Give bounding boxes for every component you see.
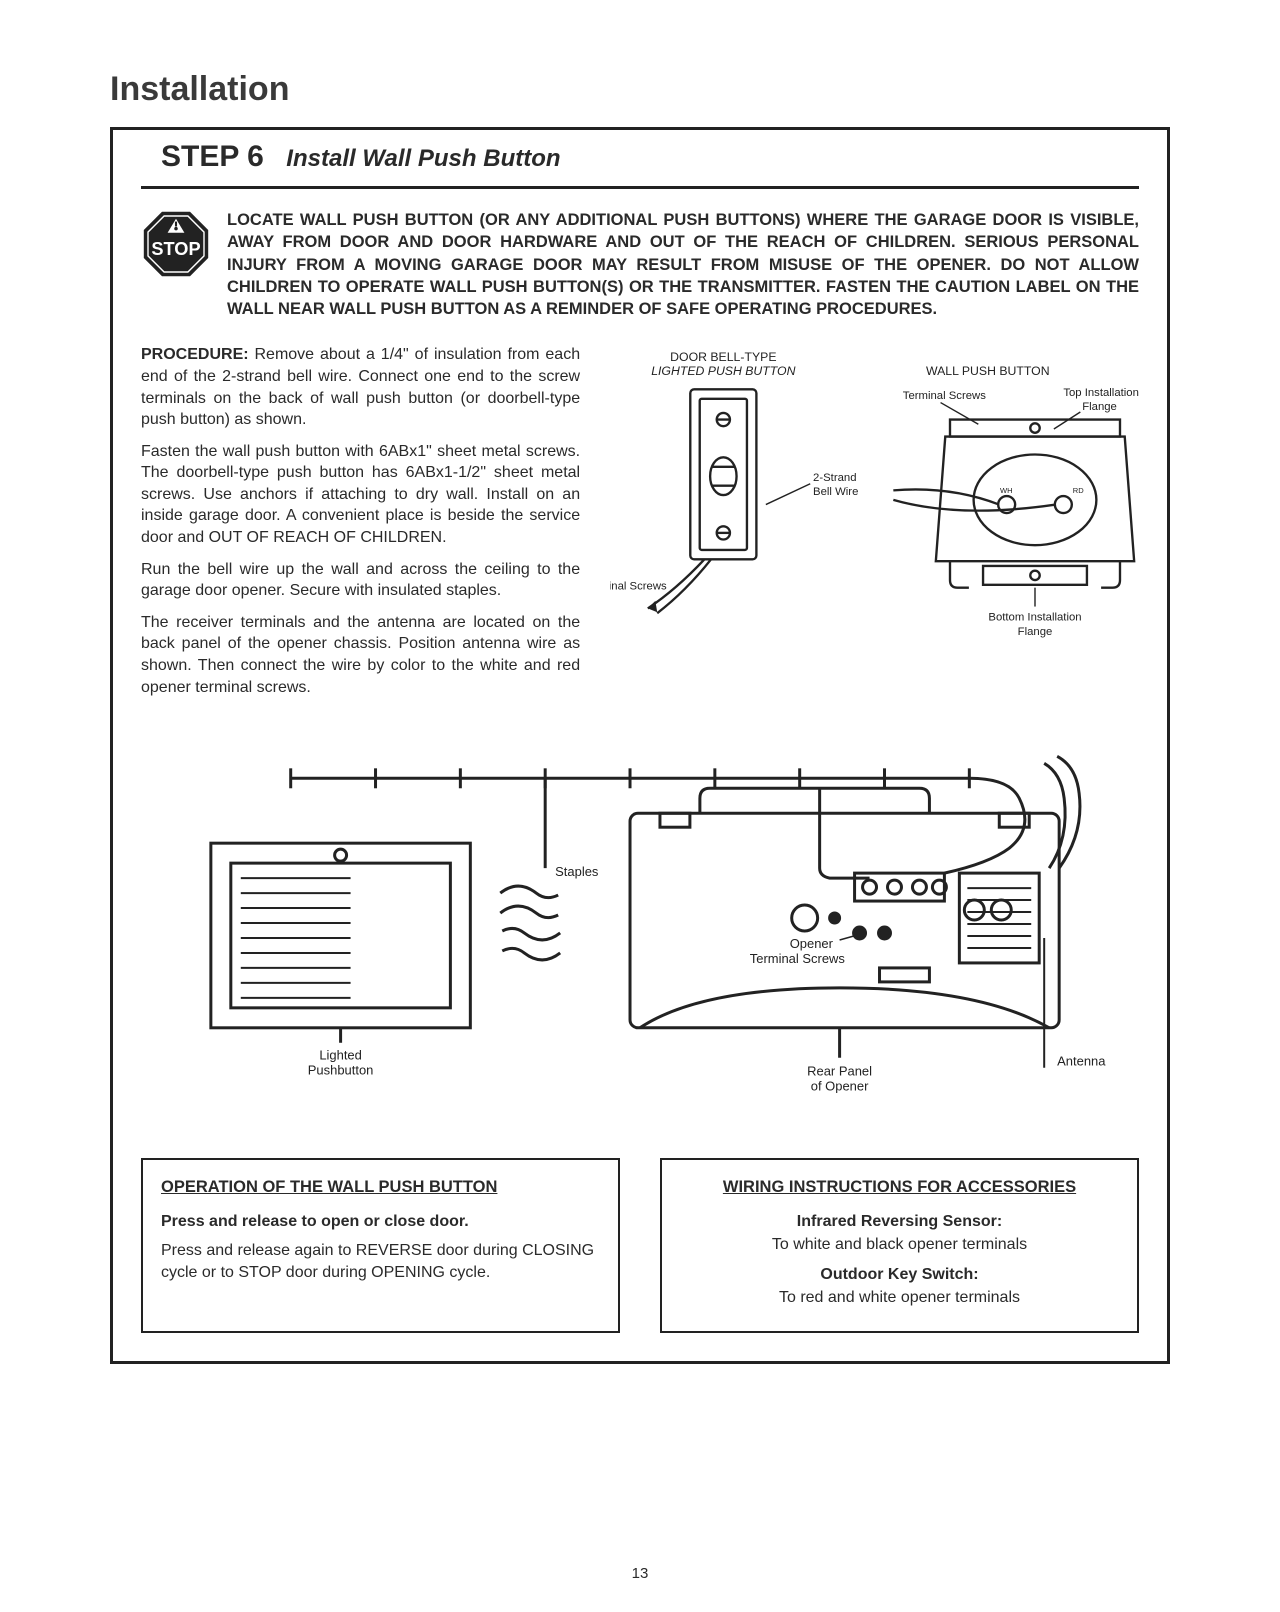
wiring-title: WIRING INSTRUCTIONS FOR ACCESSORIES	[680, 1176, 1119, 1199]
step-label: STEP 6	[161, 140, 264, 173]
stop-icon: STOP	[141, 209, 211, 279]
bottom-info-boxes: OPERATION OF THE WALL PUSH BUTTON Press …	[141, 1158, 1139, 1333]
procedure-p3: Run the bell wire up the wall and across…	[141, 559, 580, 602]
wiring-box: WIRING INSTRUCTIONS FOR ACCESSORIES Infr…	[660, 1158, 1139, 1333]
page-number: 13	[632, 1565, 649, 1582]
wiring-t2: To red and white opener terminals	[680, 1287, 1119, 1309]
svg-text:Pushbutton: Pushbutton	[308, 1063, 374, 1078]
section-title: Installation	[110, 70, 1170, 109]
svg-text:of Opener: of Opener	[811, 1079, 869, 1094]
svg-text:Bottom Installation: Bottom Installation	[989, 612, 1082, 624]
svg-text:DOOR BELL-TYPE: DOOR BELL-TYPE	[670, 350, 776, 364]
pushbutton-diagram: DOOR BELL-TYPE LIGHTED PUSH BUTTON WALL …	[610, 344, 1139, 708]
svg-text:Flange: Flange	[1082, 401, 1117, 413]
procedure-p4: The receiver terminals and the antenna a…	[141, 612, 580, 698]
wiring-h2: Outdoor Key Switch:	[680, 1264, 1119, 1286]
manual-page: Installation STEP 6 Install Wall Push Bu…	[0, 0, 1280, 1612]
svg-text:WALL PUSH BUTTON: WALL PUSH BUTTON	[926, 364, 1050, 378]
svg-text:Terminal Screws: Terminal Screws	[750, 951, 846, 966]
svg-text:Rear Panel: Rear Panel	[807, 1064, 872, 1079]
svg-text:LIGHTED PUSH BUTTON: LIGHTED PUSH BUTTON	[651, 364, 795, 378]
svg-text:Lighted: Lighted	[319, 1048, 362, 1063]
operation-title: OPERATION OF THE WALL PUSH BUTTON	[161, 1176, 600, 1199]
wiring-t1: To white and black opener terminals	[680, 1234, 1119, 1256]
step-header: STEP 6 Install Wall Push Button	[141, 130, 1139, 189]
wiring-diagram: Lighted Pushbutton Staples	[141, 738, 1139, 1118]
procedure-p2: Fasten the wall push button with 6ABx1" …	[141, 441, 580, 549]
svg-text:2-Strand: 2-Strand	[813, 472, 856, 484]
svg-text:Terminal Screws: Terminal Screws	[610, 581, 667, 593]
operation-text: Press and release again to REVERSE door …	[161, 1240, 600, 1285]
svg-text:Terminal Screws: Terminal Screws	[903, 390, 986, 402]
procedure-column: PROCEDURE: Remove about a 1/4" of insula…	[141, 344, 580, 708]
operation-box: OPERATION OF THE WALL PUSH BUTTON Press …	[141, 1158, 620, 1333]
svg-text:STOP: STOP	[151, 239, 200, 259]
procedure-and-diagram: PROCEDURE: Remove about a 1/4" of insula…	[141, 344, 1139, 708]
step-box: STEP 6 Install Wall Push Button STOP LOC…	[110, 127, 1170, 1364]
svg-text:WH: WH	[1000, 487, 1013, 496]
svg-text:Antenna: Antenna	[1057, 1054, 1106, 1069]
operation-bold: Press and release to open or close door.	[161, 1211, 600, 1233]
svg-text:Top Installation: Top Installation	[1063, 387, 1139, 399]
wiring-h1: Infrared Reversing Sensor:	[680, 1211, 1119, 1233]
warning-row: STOP LOCATE WALL PUSH BUTTON (OR ANY ADD…	[141, 209, 1139, 320]
step-subtitle: Install Wall Push Button	[286, 145, 560, 172]
svg-text:Opener: Opener	[790, 936, 834, 951]
step-body: STOP LOCATE WALL PUSH BUTTON (OR ANY ADD…	[113, 189, 1167, 1361]
procedure-p1: PROCEDURE: Remove about a 1/4" of insula…	[141, 344, 580, 430]
svg-text:RD: RD	[1073, 487, 1084, 496]
warning-text: LOCATE WALL PUSH BUTTON (OR ANY ADDITION…	[227, 209, 1139, 320]
svg-text:Flange: Flange	[1018, 626, 1053, 638]
svg-text:Bell Wire: Bell Wire	[813, 486, 858, 498]
svg-text:Staples: Staples	[555, 864, 599, 879]
